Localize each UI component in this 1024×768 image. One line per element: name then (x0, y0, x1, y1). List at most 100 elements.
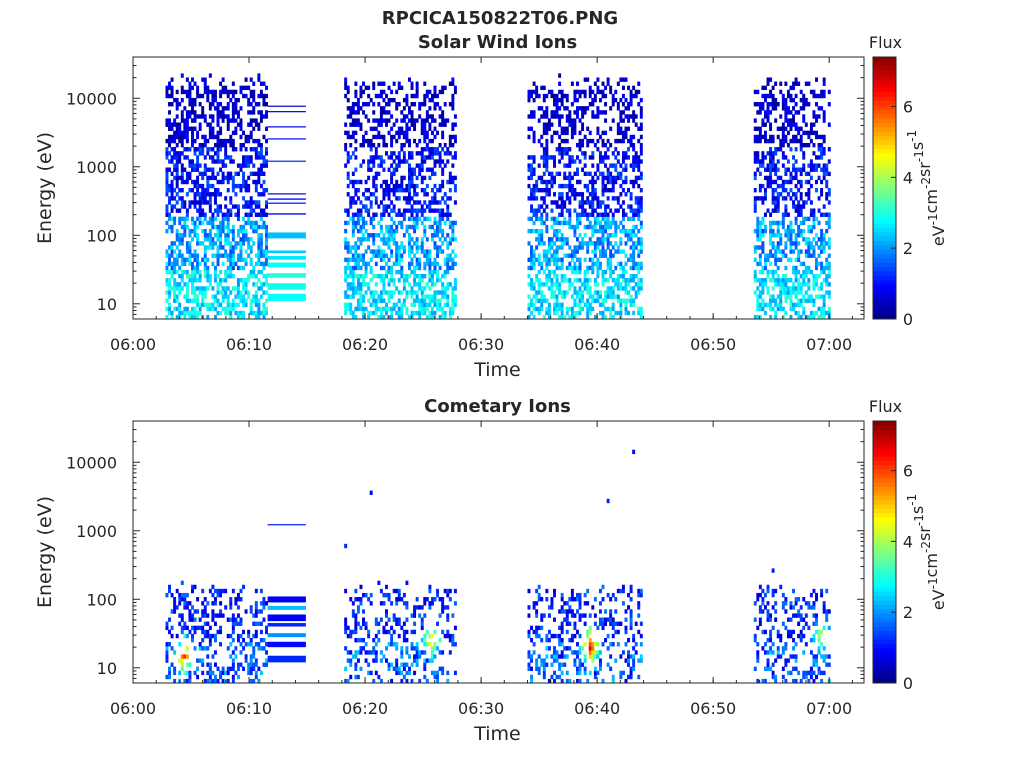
flux-cell (446, 151, 450, 156)
flux-cell (420, 294, 424, 299)
flux-cell (249, 208, 253, 213)
flux-cell (198, 183, 202, 189)
flux-cell (405, 278, 409, 283)
flux-cell (784, 290, 788, 295)
flux-cell (349, 249, 353, 254)
flux-cell (578, 261, 582, 267)
flux-cell (611, 253, 615, 258)
flux-cell (423, 155, 427, 160)
flux-cell (168, 269, 171, 275)
flux-cell (198, 220, 202, 226)
flux-cell (441, 249, 445, 254)
flux-cell (558, 282, 562, 287)
flux-cell (201, 183, 205, 189)
flux-cell (208, 302, 212, 308)
flux-cell (627, 138, 631, 144)
flux-cell (581, 192, 585, 197)
flux-cell (809, 183, 813, 189)
flux-cell (781, 130, 785, 136)
flux-cell (555, 298, 559, 303)
hold-stripe (267, 293, 306, 301)
flux-cell (188, 609, 192, 614)
flux-cell (621, 155, 625, 160)
flux-cell (586, 77, 590, 82)
flux-cell (180, 73, 184, 78)
flux-cell (576, 171, 579, 177)
flux-cell (423, 294, 427, 299)
flux-cell (374, 249, 378, 254)
flux-cell (229, 155, 233, 160)
flux-cell (231, 102, 235, 107)
flux-cell (178, 282, 182, 287)
flux-cell (239, 183, 243, 189)
flux-cell (382, 249, 386, 254)
flux-cell (168, 282, 171, 287)
flux-cell (168, 278, 171, 283)
flux-cell (763, 228, 767, 234)
flux-cell (789, 171, 793, 177)
flux-cell (766, 110, 770, 115)
flux-cell (530, 155, 534, 160)
flux-cell (428, 167, 432, 172)
flux-cell (168, 134, 171, 140)
flux-cell (550, 175, 554, 181)
flux-cell (262, 273, 266, 279)
flux-cell (588, 306, 592, 312)
flux-cell (428, 278, 432, 283)
flux-cell (405, 273, 409, 279)
flux-cell (354, 89, 358, 95)
flux-cell (247, 278, 251, 283)
flux-cell (198, 163, 202, 168)
flux-cell (196, 130, 200, 136)
flux-cell (374, 290, 378, 295)
flux-cell (781, 142, 785, 148)
flux-cell (779, 290, 783, 295)
flux-cell (168, 138, 171, 144)
flux-cell (774, 188, 778, 193)
flux-cell (346, 273, 350, 279)
flux-cell (629, 237, 633, 242)
flux-cell (180, 233, 184, 238)
flux-cell (180, 142, 184, 148)
flux-cell (609, 224, 613, 230)
flux-cell (234, 89, 238, 95)
flux-cell (226, 179, 230, 185)
flux-cell (379, 249, 383, 254)
flux-cell (356, 282, 360, 287)
flux-cell (753, 134, 757, 140)
flux-cell (211, 216, 215, 222)
flux-cell (606, 224, 610, 230)
flux-cell (191, 163, 194, 168)
flux-cell (364, 273, 368, 279)
flux-cell (789, 179, 793, 185)
flux-cell (244, 609, 248, 614)
flux-cell (413, 93, 417, 99)
flux-cell (418, 278, 422, 283)
flux-cell (451, 306, 455, 312)
flux-cell (193, 290, 197, 295)
flux-cell (436, 249, 440, 254)
flux-cell (372, 192, 376, 197)
flux-cell (771, 106, 775, 111)
flux-cell (794, 302, 798, 308)
flux-cell (397, 159, 401, 164)
flux-cell (382, 257, 386, 262)
flux-cell (797, 257, 801, 262)
flux-cell (827, 237, 831, 242)
colorbar-tick-label: 2 (903, 239, 913, 258)
flux-cell (183, 633, 187, 639)
flux-cell (346, 249, 350, 254)
colorbar-tick-label: 6 (903, 98, 913, 117)
flux-cell (226, 241, 230, 246)
flux-cell (382, 273, 386, 279)
flux-cell (387, 212, 391, 217)
flux-cell (259, 245, 263, 250)
flux-cell (265, 306, 268, 312)
flux-cell (213, 142, 217, 148)
flux-cell (362, 110, 365, 115)
flux-cell (802, 204, 806, 209)
flux-cell (395, 241, 399, 246)
flux-cell (627, 126, 631, 131)
flux-cell (193, 609, 197, 614)
